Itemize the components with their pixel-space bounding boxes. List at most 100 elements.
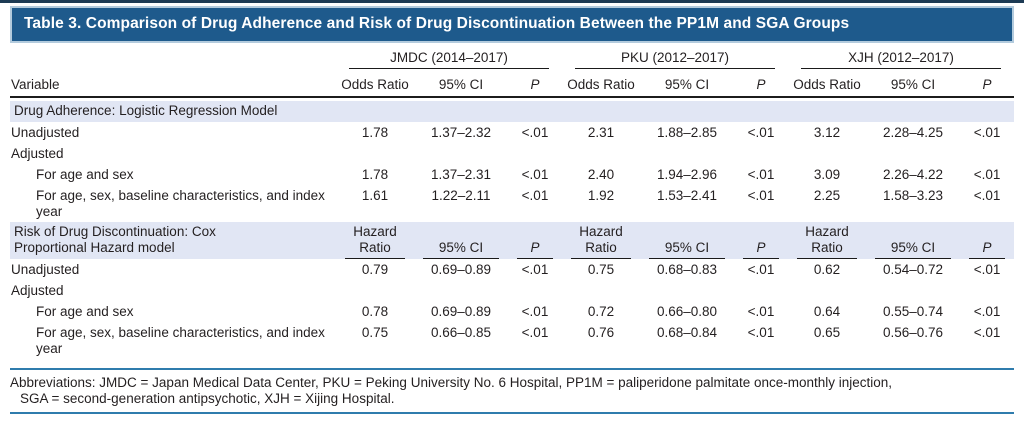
ci-cell (866, 280, 960, 301)
group-header-label: JMDC (2014–2017) (349, 48, 549, 69)
table-row-age-sex: For age and sex 1.78 1.37–2.31 <.01 2.40… (10, 164, 1014, 185)
p-value-cell (734, 143, 788, 164)
table-row-age-sex: For age and sex 0.78 0.69–0.89 <.01 0.72… (10, 301, 1014, 322)
hazard-ratio-cell: 0.78 (361, 304, 389, 319)
footnote-line-1: Abbreviations: JMDC = Japan Medical Data… (10, 375, 893, 390)
ci-cell: 0.69–0.89 (430, 304, 492, 319)
odds-ratio-cell (336, 143, 414, 164)
p-value-cell: <.01 (747, 167, 775, 182)
row-label: For age, sex, baseline characteristics, … (36, 325, 325, 356)
col-header-ci: 95% CI (866, 69, 961, 98)
hazard-ratio-cell: 0.64 (813, 304, 841, 319)
odds-ratio-cell: 3.12 (813, 125, 841, 140)
p-value-cell: <.01 (521, 262, 549, 277)
col-header-hazard-ratio: Hazard Ratio (562, 222, 640, 259)
col-header-ci: 95% CI (866, 222, 961, 259)
group-header-xjh: XJH (2012–2017) (788, 47, 1014, 69)
col-header-p: P (508, 222, 562, 259)
odds-ratio-cell: 1.78 (361, 167, 389, 182)
odds-ratio-cell: 3.09 (813, 167, 841, 182)
p-value-cell: <.01 (521, 304, 549, 319)
ci-cell: 0.68–0.83 (656, 262, 718, 277)
section-band-discontinuation: Risk of Drug Discontinuation: Cox Propor… (10, 222, 1015, 259)
ci-cell: 1.88–2.85 (656, 125, 718, 140)
ci-cell: 1.94–2.96 (656, 167, 718, 182)
ci-cell: 1.37–2.31 (430, 167, 492, 182)
table-row-adjusted: Adjusted (10, 280, 1014, 301)
p-value-cell: <.01 (747, 188, 775, 203)
section-band-adherence: Drug Adherence: Logistic Regression Mode… (10, 101, 1015, 122)
p-value-cell: <.01 (973, 167, 1001, 182)
ci-cell: 0.55–0.74 (882, 304, 944, 319)
table-row-adjusted: Adjusted (10, 143, 1014, 164)
column-header-row: Variable Odds Ratio 95% CI P Odds Ratio … (10, 69, 1015, 98)
odds-ratio-cell (788, 143, 866, 164)
ci-cell (414, 143, 508, 164)
ci-cell: 1.37–2.32 (430, 125, 492, 140)
col-header-ci: 95% CI (414, 69, 508, 98)
ci-cell (866, 143, 960, 164)
ci-cell: 0.69–0.89 (430, 262, 492, 277)
ci-cell (640, 143, 734, 164)
hazard-ratio-cell (788, 280, 866, 301)
p-value-cell: <.01 (747, 304, 775, 319)
table-row-full-adjust: For age, sex, baseline characteristics, … (10, 185, 1014, 222)
variable-col-spacer (10, 47, 336, 69)
table-title: Table 3. Comparison of Drug Adherence an… (24, 15, 850, 32)
col-header-odds-ratio: Odds Ratio (562, 69, 640, 98)
group-header-jmdc: JMDC (2014–2017) (336, 47, 562, 69)
col-header-hazard-ratio: Hazard Ratio (336, 222, 414, 259)
odds-ratio-cell: 2.40 (587, 167, 615, 182)
row-label: Unadjusted (11, 262, 80, 277)
variable-header: Variable (10, 69, 336, 98)
p-value-cell: <.01 (521, 188, 549, 203)
hazard-ratio-cell: 0.76 (587, 325, 615, 340)
odds-ratio-cell: 1.61 (361, 188, 389, 203)
p-value-cell: <.01 (521, 167, 549, 182)
group-header-row: JMDC (2014–2017) PKU (2012–2017) XJH (20… (10, 47, 1014, 69)
top-border-rule (0, 0, 1024, 3)
p-value-cell: <.01 (747, 125, 775, 140)
ci-cell: 1.58–3.23 (882, 188, 944, 203)
p-value-cell: <.01 (973, 304, 1001, 319)
p-value-cell (960, 143, 1014, 164)
odds-ratio-cell: 1.92 (587, 188, 615, 203)
col-header-odds-ratio: Odds Ratio (788, 69, 867, 98)
row-label: For age and sex (36, 167, 134, 182)
ci-cell: 2.26–4.22 (882, 167, 944, 182)
footnote-text: Abbreviations: JMDC = Japan Medical Data… (10, 375, 1014, 406)
col-header-p: P (960, 69, 1015, 98)
odds-ratio-cell: 1.78 (361, 125, 389, 140)
hazard-ratio-cell (336, 280, 414, 301)
ci-cell: 0.68–0.84 (656, 325, 718, 340)
p-value-cell: <.01 (747, 262, 775, 277)
odds-ratio-cell (562, 143, 640, 164)
col-header-ci: 95% CI (414, 222, 508, 259)
row-label: Unadjusted (11, 125, 80, 140)
hazard-ratio-cell: 0.65 (813, 325, 841, 340)
section-header: Risk of Drug Discontinuation: Cox Propor… (10, 222, 336, 259)
table-row-unadjusted: Unadjusted 1.78 1.37–2.32 <.01 2.31 1.88… (10, 122, 1014, 143)
footnote-line-2: SGA = second-generation antipsychotic, X… (20, 390, 395, 406)
ci-cell: 1.22–2.11 (431, 188, 491, 203)
col-header-odds-ratio: Odds Ratio (336, 69, 414, 98)
p-value-cell: <.01 (521, 325, 549, 340)
col-header-p: P (960, 222, 1015, 259)
table-row-unadjusted: Unadjusted 0.79 0.69–0.89 <.01 0.75 0.68… (10, 259, 1014, 280)
hazard-ratio-cell: 0.75 (587, 262, 615, 277)
ci-cell: 0.66–0.85 (430, 325, 492, 340)
p-value-cell (960, 280, 1014, 301)
col-header-ci: 95% CI (640, 222, 734, 259)
col-header-ci: 95% CI (640, 69, 734, 98)
hazard-ratio-cell: 0.79 (361, 262, 389, 277)
divider-rule-bottom (10, 412, 1014, 414)
row-label: Adjusted (11, 283, 64, 298)
col-header-p: P (734, 222, 789, 259)
group-header-pku: PKU (2012–2017) (562, 47, 788, 69)
p-value-cell: <.01 (973, 262, 1001, 277)
hazard-ratio-cell: 0.75 (361, 325, 389, 340)
row-label: For age and sex (36, 304, 134, 319)
ci-cell (640, 280, 734, 301)
p-value-cell: <.01 (747, 325, 775, 340)
hazard-ratio-cell: 0.72 (587, 304, 615, 319)
